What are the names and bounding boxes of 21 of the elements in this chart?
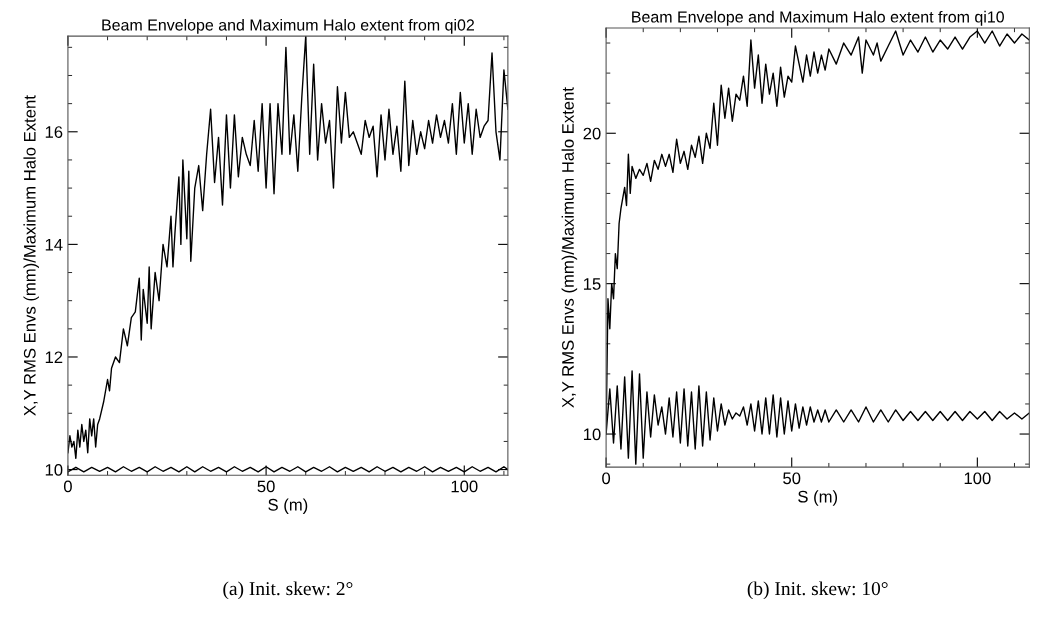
x-tick-label: 100 (451, 480, 478, 493)
y-tick-label: 10 (45, 463, 63, 476)
chart-title: Beam Envelope and Maximum Halo extent from qi02 (102, 18, 474, 34)
y-tick-label: 10 (583, 428, 601, 441)
y-tick-label: 15 (583, 278, 601, 290)
x-tick-label: 0 (63, 480, 72, 493)
y-axis-title: X,Y RMS Envs (mm)/Maximum Halo Extent (561, 87, 578, 408)
x-tick-label: 100 (964, 472, 991, 485)
y-tick-label: 20 (583, 127, 601, 140)
x-tick-label: 0 (602, 472, 611, 485)
y-tick-label: 12 (45, 351, 63, 364)
x-tick-label: 50 (783, 472, 801, 485)
x-axis-title: S (m) (798, 490, 838, 506)
y-tick-label: 16 (45, 126, 63, 138)
y-axis-title: X,Y RMS Envs (mm)/Maximum Halo Extent (23, 95, 39, 416)
text: (b) Init. skew: 10° (747, 581, 888, 600)
x-tick-label: 50 (257, 480, 275, 493)
chart-title: Beam Envelope and Maximum Halo extent from qi10 (632, 10, 1004, 26)
x-axis-title: S (m) (268, 498, 308, 514)
y-tick-label: 14 (45, 238, 63, 251)
text: (a) Init. skew: 2° (223, 581, 353, 600)
